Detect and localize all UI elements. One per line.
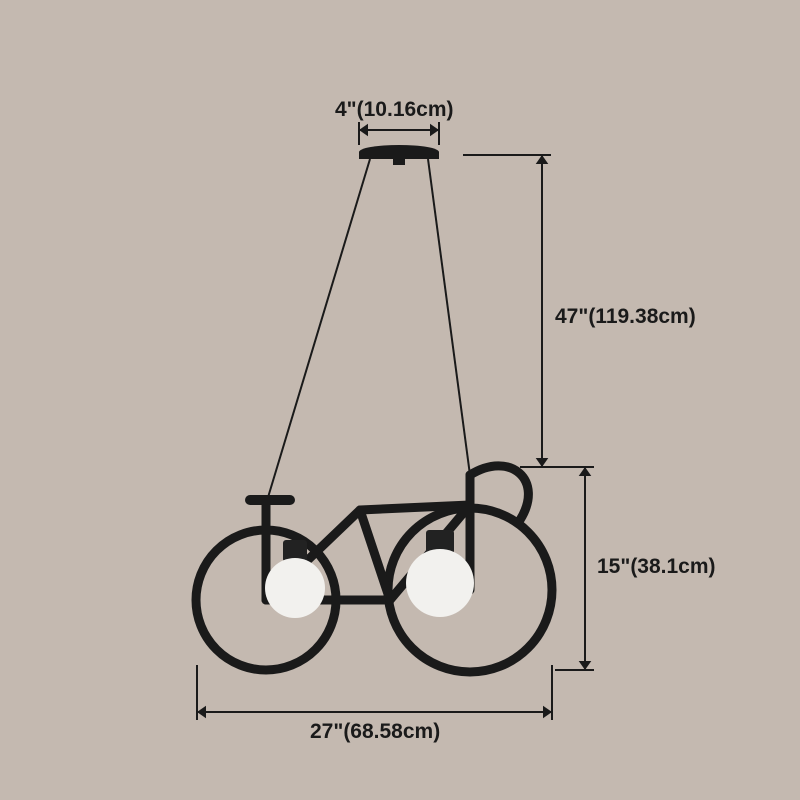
dim-label-fixture-height: 15"(38.1cm) (597, 555, 716, 579)
dim-label-canopy-width: 4"(10.16cm) (335, 98, 454, 122)
dim-label-fixture-width: 27"(68.58cm) (310, 720, 440, 744)
dim-label-drop-height: 47"(119.38cm) (555, 305, 696, 329)
diagram-stage: 4"(10.16cm) 47"(119.38cm) 15"(38.1cm) 27… (0, 0, 800, 800)
